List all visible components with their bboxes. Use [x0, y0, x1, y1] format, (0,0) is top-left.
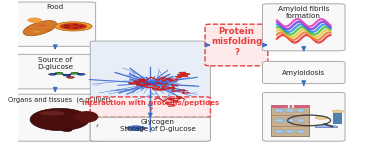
- Ellipse shape: [40, 111, 65, 116]
- Circle shape: [71, 72, 79, 74]
- Text: H: H: [287, 101, 294, 110]
- Circle shape: [139, 129, 143, 130]
- Bar: [297, 119, 304, 122]
- Bar: [271, 105, 309, 108]
- Bar: [275, 130, 283, 133]
- FancyBboxPatch shape: [15, 2, 96, 46]
- Bar: [286, 130, 294, 133]
- Bar: [286, 119, 294, 122]
- Ellipse shape: [38, 25, 45, 26]
- Circle shape: [129, 129, 133, 130]
- Circle shape: [315, 116, 328, 119]
- Circle shape: [129, 126, 133, 127]
- Bar: [316, 125, 336, 127]
- Bar: [333, 113, 342, 124]
- Text: Organs and tissues  (e.g. liver): Organs and tissues (e.g. liver): [8, 97, 111, 103]
- Ellipse shape: [28, 18, 42, 23]
- Text: Interaction with proteins/peptides
?: Interaction with proteins/peptides ?: [82, 99, 219, 113]
- Circle shape: [127, 128, 131, 129]
- Bar: [297, 130, 304, 133]
- Circle shape: [64, 27, 70, 28]
- Text: Amyloid fibrils
formation: Amyloid fibrils formation: [278, 6, 329, 19]
- Circle shape: [49, 73, 56, 75]
- FancyBboxPatch shape: [90, 117, 211, 141]
- Ellipse shape: [45, 29, 53, 31]
- Circle shape: [134, 129, 138, 131]
- Text: Amyloidosis: Amyloidosis: [282, 70, 325, 76]
- FancyBboxPatch shape: [262, 4, 345, 51]
- Text: Source of
D-glucose: Source of D-glucose: [37, 57, 73, 70]
- Text: Glycogen
Storage of D-glucose: Glycogen Storage of D-glucose: [119, 119, 195, 133]
- Circle shape: [67, 76, 74, 78]
- Bar: [275, 109, 283, 112]
- Circle shape: [77, 73, 85, 75]
- Bar: [271, 105, 309, 136]
- Circle shape: [55, 72, 63, 74]
- Bar: [286, 109, 294, 112]
- Bar: [275, 119, 283, 122]
- Circle shape: [139, 126, 143, 127]
- Circle shape: [134, 126, 138, 127]
- Ellipse shape: [30, 108, 89, 130]
- Text: Protein
misfolding
?: Protein misfolding ?: [211, 27, 262, 57]
- Circle shape: [73, 24, 79, 26]
- FancyBboxPatch shape: [262, 93, 345, 141]
- Circle shape: [63, 74, 71, 76]
- Bar: [297, 109, 304, 112]
- Ellipse shape: [62, 128, 72, 132]
- FancyBboxPatch shape: [15, 54, 96, 89]
- Circle shape: [73, 27, 79, 29]
- Circle shape: [127, 126, 145, 130]
- Circle shape: [141, 128, 145, 129]
- FancyBboxPatch shape: [205, 24, 268, 66]
- Ellipse shape: [33, 31, 40, 32]
- FancyBboxPatch shape: [15, 94, 105, 141]
- Ellipse shape: [23, 21, 57, 36]
- FancyBboxPatch shape: [90, 97, 211, 117]
- Circle shape: [78, 26, 84, 27]
- Ellipse shape: [75, 111, 98, 123]
- Text: Food: Food: [46, 4, 64, 10]
- FancyBboxPatch shape: [90, 41, 211, 141]
- Circle shape: [55, 22, 92, 31]
- Circle shape: [64, 25, 70, 26]
- Circle shape: [60, 23, 87, 30]
- Circle shape: [332, 110, 344, 113]
- FancyBboxPatch shape: [262, 61, 345, 84]
- Bar: [314, 126, 338, 128]
